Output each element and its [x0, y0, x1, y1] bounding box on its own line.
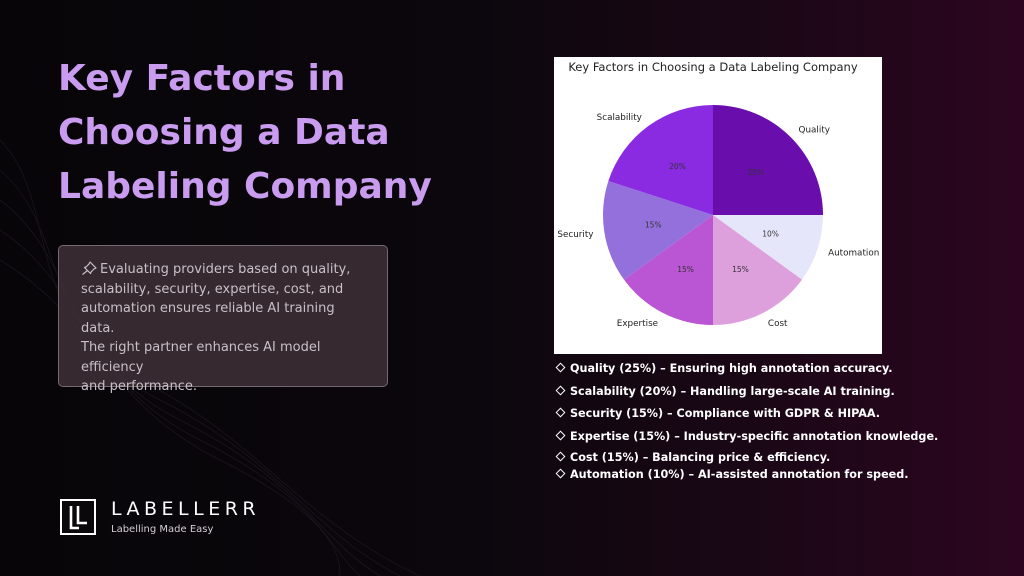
pie-slice-scalability [608, 105, 713, 215]
description-card: Evaluating providers based on quality, s… [58, 245, 388, 394]
title-line: Labeling Company [58, 166, 432, 207]
pie-slice-security [603, 181, 713, 280]
factor-text: Automation (10%) – AI-assisted annotatio… [570, 468, 909, 481]
pie-category-label-security: Security [557, 230, 593, 240]
brand-name: LABELLERR [111, 498, 261, 520]
pie-category-label-quality: Quality [799, 125, 830, 135]
logo-mark-icon [60, 499, 96, 535]
chart-title: Key Factors in Choosing a Data Labeling … [568, 60, 857, 74]
diamond-icon [555, 385, 566, 396]
diamond-icon [555, 451, 566, 462]
factor-item-automation: Automation (10%) – AI-assisted annotatio… [554, 468, 909, 481]
description-line: automation ensures reliable AI training … [81, 301, 335, 336]
factor-text: Quality (25%) – Ensuring high annotation… [570, 362, 893, 375]
pie-percent-label-automation: 10% [762, 230, 779, 239]
pie-chart: Key Factors in Choosing a Data Labeling … [557, 60, 879, 329]
factor-text: Security (15%) – Compliance with GDPR & … [570, 407, 881, 420]
title-line: Choosing a Data [58, 112, 390, 153]
description-line: The right partner enhances AI model effi… [81, 340, 321, 375]
pie-percent-label-cost: 15% [732, 265, 749, 274]
pie-chart-panel: Key Factors in Choosing a Data Labeling … [554, 57, 882, 354]
pie-percent-label-security: 15% [645, 220, 662, 229]
page-title: Key Factors in Choosing a Data Labeling … [58, 52, 478, 214]
factor-item-quality: Quality (25%) – Ensuring high annotation… [554, 362, 893, 375]
pie-percent-label-quality: 25% [747, 168, 764, 177]
factor-item-expertise: Expertise (15%) – Industry-specific anno… [554, 430, 938, 443]
factor-item-security: Security (15%) – Compliance with GDPR & … [554, 407, 880, 420]
pie-slice-automation [713, 215, 823, 280]
title-line: Key Factors in [58, 58, 346, 99]
diamond-icon [555, 362, 566, 373]
factor-item-cost: Cost (15%) – Balancing price & efficienc… [554, 451, 830, 464]
pie-category-label-scalability: Scalability [597, 113, 642, 123]
pie-slice-quality [713, 105, 823, 215]
pushpin-icon [82, 261, 97, 275]
diamond-icon [555, 430, 566, 441]
brand-tagline: Labelling Made Easy [111, 524, 214, 535]
pie-category-label-expertise: Expertise [617, 319, 658, 329]
pie-percent-label-scalability: 20% [669, 162, 686, 171]
diamond-icon [555, 468, 566, 479]
factor-text: Scalability (20%) – Handling large-scale… [570, 385, 895, 398]
pie-slice-expertise [624, 215, 713, 325]
description-line: Evaluating providers based on quality, [100, 262, 351, 277]
pie-percent-label-expertise: 15% [677, 265, 694, 274]
diamond-icon [555, 407, 566, 418]
pie-category-label-automation: Automation [828, 248, 879, 258]
pie-slice-cost [713, 215, 802, 325]
pie-category-label-cost: Cost [768, 319, 788, 329]
factor-text: Expertise (15%) – Industry-specific anno… [570, 430, 939, 443]
description-text: Evaluating providers based on quality, s… [81, 260, 369, 397]
description-line: scalability, security, expertise, cost, … [81, 281, 344, 297]
factor-item-scalability: Scalability (20%) – Handling large-scale… [554, 385, 895, 398]
factor-text: Cost (15%) – Balancing price & efficienc… [570, 451, 831, 464]
description-line: and performance. [81, 379, 197, 394]
